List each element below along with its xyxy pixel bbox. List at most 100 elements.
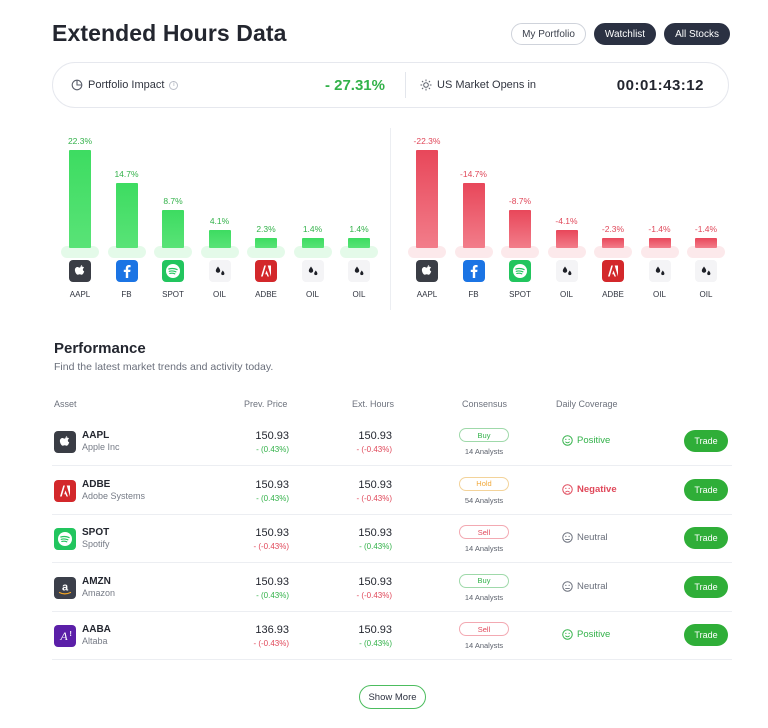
col-ext-hours: Ext. Hours bbox=[352, 399, 395, 409]
prev-change: - (0.43%) bbox=[256, 493, 289, 503]
ext-change: - (0.43%) bbox=[359, 542, 392, 551]
ticker-label: OIL bbox=[653, 290, 666, 299]
col-daily-coverage: Daily Coverage bbox=[556, 399, 618, 409]
show-more-button[interactable]: Show More bbox=[359, 685, 426, 709]
loser-aapl-column[interactable]: -22.3% AAPL bbox=[408, 128, 446, 308]
losers-chart: -22.3% AAPL -14.7% FB -8.7% SPOT -4.1% OIL -2.3%… bbox=[402, 128, 732, 308]
pos-face-icon bbox=[562, 435, 577, 446]
loser-oil-column[interactable]: -4.1% OIL bbox=[547, 128, 586, 308]
loser-adbe-column[interactable]: -2.3% ADBE bbox=[594, 128, 632, 308]
analyst-count: 54 Analysts bbox=[464, 495, 504, 505]
trade-button[interactable]: Trade bbox=[684, 624, 728, 646]
gainer-fb-column[interactable]: 14.7% FB bbox=[107, 128, 146, 308]
facebook-icon bbox=[462, 260, 485, 282]
ticker-label: ADBE bbox=[255, 290, 277, 299]
asset-symbol: SPOT bbox=[82, 527, 110, 538]
ext-change: - (0.43%) bbox=[359, 639, 392, 648]
oil-drop-icon bbox=[695, 260, 717, 282]
gainer-adbe-column[interactable]: 2.3% ADBE bbox=[247, 128, 285, 308]
amazon-icon: a bbox=[54, 576, 76, 599]
ticker-label: OIL bbox=[699, 290, 713, 299]
daily-coverage: Negative bbox=[562, 484, 617, 495]
table-row[interactable]: AAPL Apple Inc 150.93 - (0.43%) 150.93 - (-0.… bbox=[52, 418, 732, 466]
analyst-count: 14 Analysts bbox=[464, 592, 504, 602]
prev-price: 150.93 bbox=[255, 478, 289, 491]
bar-baseline-glow bbox=[640, 246, 679, 258]
gainer-aapl-column[interactable]: 22.3% AAPL bbox=[61, 128, 99, 308]
prev-price: 136.93 bbox=[255, 624, 289, 636]
oil-drop-icon bbox=[208, 260, 231, 282]
all-stocks-button[interactable]: All Stocks bbox=[664, 23, 730, 45]
asset-name: Amazon bbox=[82, 587, 116, 598]
bar-value-label: 8.7% bbox=[163, 195, 183, 206]
gainer-oil-column[interactable]: 1.4% OIL bbox=[293, 128, 332, 308]
spotify-icon bbox=[162, 260, 184, 282]
summary-divider bbox=[405, 72, 406, 98]
oil-drop-icon bbox=[648, 260, 671, 282]
ticker-label: OIL bbox=[306, 290, 319, 299]
loser-fb-column[interactable]: -14.7% FB bbox=[454, 128, 493, 308]
chart-divider bbox=[390, 128, 391, 310]
ext-price: 150.93 bbox=[358, 478, 392, 491]
bar bbox=[416, 150, 438, 248]
ext-change: - (-0.43%) bbox=[356, 493, 392, 503]
loser-oil-column[interactable]: -1.4% OIL bbox=[687, 128, 725, 308]
consensus-badge: Hold bbox=[459, 476, 509, 491]
analyst-count: 14 Analysts bbox=[464, 544, 504, 553]
my-portfolio-button[interactable]: My Portfolio bbox=[511, 23, 586, 45]
bar-value-label: -4.1% bbox=[555, 215, 578, 226]
bar-baseline-glow bbox=[687, 246, 725, 258]
asset-symbol: ADBE bbox=[82, 478, 111, 490]
table-row[interactable]: SPOT Spotify 150.93 - (-0.43%) 150.93 - (0.43… bbox=[52, 515, 732, 563]
sun-icon bbox=[420, 79, 432, 91]
oil-drop-icon bbox=[348, 260, 370, 282]
table-row[interactable]: ADBE Adobe Systems 150.93 - (0.43%) 150.93 - … bbox=[52, 467, 732, 515]
watchlist-button[interactable]: Watchlist bbox=[593, 23, 657, 45]
daily-coverage: Positive bbox=[562, 435, 610, 446]
trade-button[interactable]: Trade bbox=[684, 527, 728, 549]
bar bbox=[115, 183, 138, 248]
prev-price: 150.93 bbox=[255, 575, 289, 588]
trade-button[interactable]: Trade bbox=[684, 575, 728, 598]
prev-change: - (0.43%) bbox=[256, 590, 289, 600]
asset-name: Adobe Systems bbox=[82, 490, 146, 501]
prev-change: - (-0.43%) bbox=[253, 639, 289, 648]
bar-value-label: 4.1% bbox=[209, 215, 230, 226]
performance-title: Performance bbox=[54, 340, 146, 357]
bar-value-label: 1.4% bbox=[349, 224, 369, 234]
consensus-badge: Buy bbox=[459, 428, 509, 442]
bar bbox=[255, 237, 277, 248]
bar-baseline-glow bbox=[154, 246, 192, 258]
ticker-label: FB bbox=[121, 290, 132, 299]
portfolio-impact: Portfolio Impact i - 27.31% bbox=[53, 63, 405, 107]
svg-text:a: a bbox=[62, 581, 69, 593]
consensus-badge: Buy bbox=[459, 573, 509, 588]
col-consensus: Consensus bbox=[462, 399, 508, 409]
loser-oil-column[interactable]: -1.4% OIL bbox=[640, 128, 679, 308]
svg-text:A: A bbox=[59, 629, 68, 643]
trade-button[interactable]: Trade bbox=[684, 430, 728, 452]
coverage-label: Neutral bbox=[577, 532, 608, 543]
col-asset: Asset bbox=[54, 399, 77, 409]
table-row[interactable]: a AMZN Amazon 150.93 - (0.43%) 150.93 - (-0.43… bbox=[52, 564, 732, 612]
bar-value-label: -1.4% bbox=[648, 224, 671, 234]
table-row[interactable]: A! AABA Altaba 136.93 - (-0.43%) 150.93 - (0.4… bbox=[52, 612, 732, 660]
adobe-icon bbox=[602, 260, 624, 282]
market-open-label: US Market Opens in bbox=[437, 79, 537, 91]
oil-drop-icon bbox=[301, 260, 324, 282]
bar-value-label: 1.4% bbox=[302, 224, 323, 234]
consensus-badge: Sell bbox=[459, 525, 509, 539]
ticker-label: AAPL bbox=[69, 290, 91, 299]
bar-baseline-glow bbox=[107, 246, 146, 258]
gainer-oil-column[interactable]: 4.1% OIL bbox=[200, 128, 239, 308]
info-icon[interactable]: i bbox=[169, 80, 179, 90]
trade-button[interactable]: Trade bbox=[684, 478, 728, 501]
gainer-oil-column[interactable]: 1.4% OIL bbox=[340, 128, 378, 308]
asset-name: Altaba bbox=[82, 636, 108, 646]
coverage-label: Positive bbox=[577, 629, 611, 640]
gainers-chart: 22.3% AAPL 14.7% FB 8.7% SPOT 4.1% OIL 2.3% ADBE 1… bbox=[55, 128, 385, 308]
gainer-spot-column[interactable]: 8.7% SPOT bbox=[154, 128, 192, 308]
ext-price: 150.93 bbox=[358, 575, 392, 588]
loser-spot-column[interactable]: -8.7% SPOT bbox=[501, 128, 539, 308]
pos-face-icon bbox=[562, 629, 577, 640]
